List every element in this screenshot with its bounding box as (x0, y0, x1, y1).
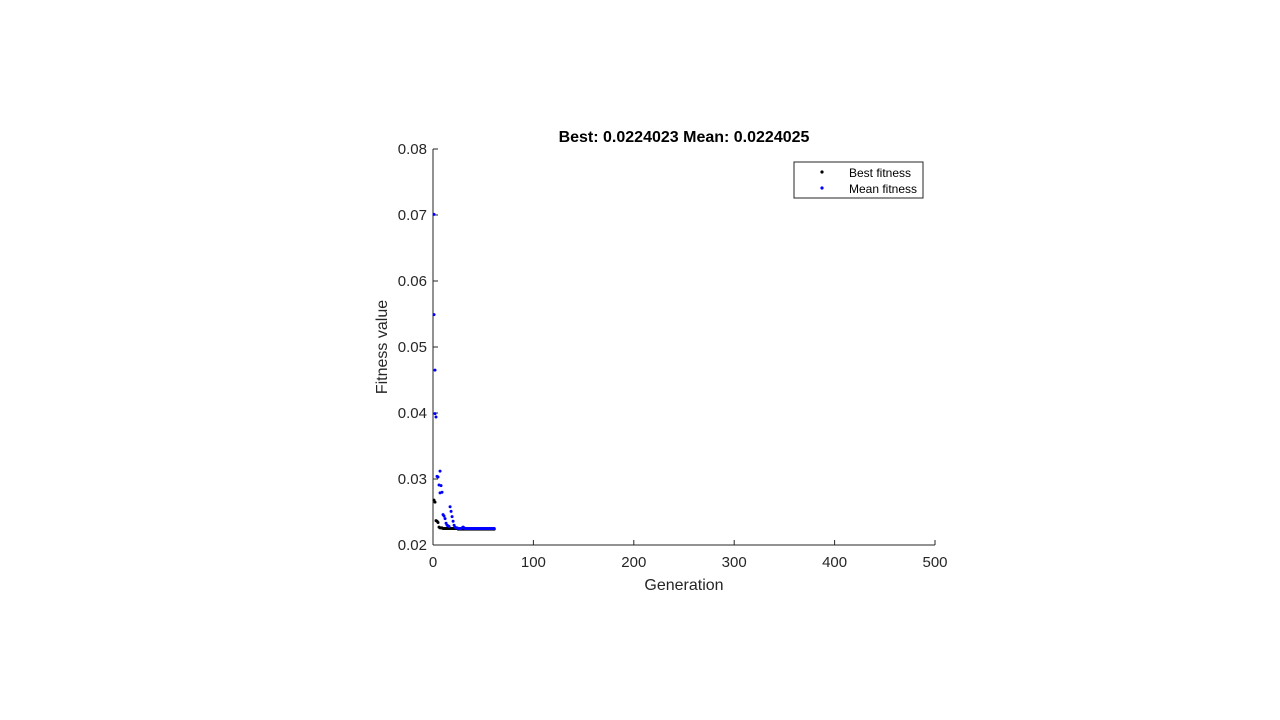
mean-fitness-point (438, 469, 442, 473)
y-tick-label: 0.08 (398, 141, 427, 158)
axes (432, 149, 935, 546)
mean-fitness-series (432, 212, 496, 530)
mean-fitness-point (443, 517, 447, 521)
mean-fitness-point (433, 412, 437, 416)
mean-fitness-point (439, 484, 443, 488)
mean-fitness-point (434, 415, 438, 419)
series-layer (432, 212, 496, 531)
legend-marker-mean (820, 186, 824, 190)
legend-label-best: Best fitness (849, 166, 911, 180)
mean-fitness-point (440, 490, 444, 494)
mean-fitness-point (436, 475, 440, 479)
y-tick-label: 0.05 (398, 339, 427, 356)
legend-label-mean: Mean fitness (849, 182, 917, 196)
y-tick-label: 0.02 (398, 537, 427, 554)
x-tick-label: 0 (429, 554, 437, 571)
y-tick-label: 0.07 (398, 207, 427, 224)
x-ticks: 0 100 200 300 400 500 (429, 540, 948, 571)
legend-box (793, 161, 924, 199)
best-fitness-point (433, 500, 437, 504)
mean-fitness-point (447, 525, 451, 529)
mean-fitness-point (442, 514, 446, 518)
mean-fitness-point (449, 509, 453, 513)
x-tick-label: 100 (521, 554, 546, 571)
mean-fitness-point (450, 515, 454, 519)
mean-fitness-point (448, 505, 452, 509)
mean-fitness-point (432, 212, 436, 216)
best-fitness-point (436, 521, 440, 525)
x-tick-label: 500 (922, 554, 947, 571)
y-ticks: 0.02 0.03 0.04 0.05 0.06 0.07 0.08 (398, 141, 438, 554)
x-tick-label: 200 (621, 554, 646, 571)
y-axis-label: Fitness value (374, 300, 391, 394)
chart-title: Best: 0.0224023 Mean: 0.0224025 (559, 129, 810, 146)
x-tick-label: 400 (822, 554, 847, 571)
y-tick-label: 0.06 (398, 273, 427, 290)
x-axis-label: Generation (644, 577, 723, 594)
mean-fitness-point (433, 368, 437, 372)
mean-fitness-point (492, 527, 496, 530)
mean-fitness-point (451, 519, 455, 523)
legend: Best fitness Mean fitness (793, 161, 924, 199)
y-tick-label: 0.03 (398, 471, 427, 488)
legend-marker-best (820, 170, 824, 174)
mean-fitness-point (432, 313, 436, 317)
x-tick-label: 300 (722, 554, 747, 571)
y-tick-label: 0.04 (398, 405, 427, 422)
